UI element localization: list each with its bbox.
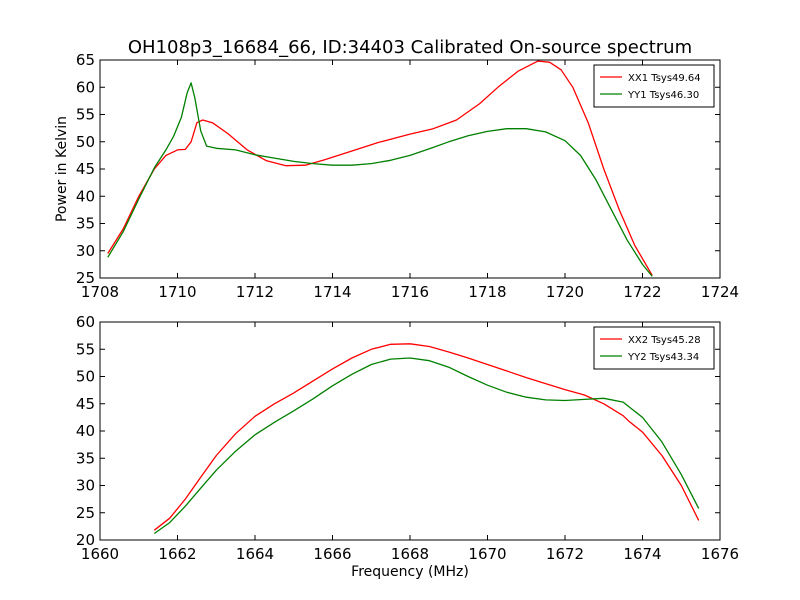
x-tick-label: 1710 xyxy=(158,283,196,301)
y-tick-label: 35 xyxy=(76,215,95,233)
y-tick-label: 60 xyxy=(76,313,95,331)
legend-label: XX1 Tsys49.64 xyxy=(628,73,701,84)
x-tick-label: 1664 xyxy=(236,545,274,563)
y-tick-label: 40 xyxy=(76,422,95,440)
legend-label: YY1 Tsys46.30 xyxy=(627,90,699,101)
x-tick-label: 1676 xyxy=(701,545,739,563)
x-tick-label: 1716 xyxy=(391,283,429,301)
y-tick-label: 60 xyxy=(76,78,95,96)
y-tick-label: 25 xyxy=(76,504,95,522)
x-tick-label: 1712 xyxy=(236,283,274,301)
legend: XX2 Tsys45.28 YY2 Tsys43.34 xyxy=(593,326,715,370)
legend-box xyxy=(593,64,715,108)
y-tick-label: 50 xyxy=(76,133,95,151)
x-tick-label: 1660 xyxy=(81,545,119,563)
x-tick-label: 1670 xyxy=(468,545,506,563)
y-tick-label: 55 xyxy=(76,106,95,124)
x-tick-label: 1668 xyxy=(391,545,429,563)
series-lines xyxy=(107,60,653,277)
bottom-panel: 1660 1662 1664 1666 1668 1670 1672 1674 1676 20 25… xyxy=(76,313,739,580)
series-lines xyxy=(153,343,700,535)
x-tick-label: 1666 xyxy=(313,545,351,563)
series-line-xx2 xyxy=(153,343,700,531)
y-tick-label: 45 xyxy=(76,395,95,413)
y-tick-label: 55 xyxy=(76,340,95,358)
x-tick-label: 1674 xyxy=(623,545,661,563)
x-tick-label: 1662 xyxy=(158,545,196,563)
legend-box xyxy=(593,326,715,370)
y-tick-label: 20 xyxy=(76,531,95,549)
legend: XX1 Tsys49.64 YY1 Tsys46.30 xyxy=(593,64,715,108)
x-tick-label: 1672 xyxy=(546,545,584,563)
series-line-yy2 xyxy=(153,357,700,535)
x-tick-label: 1714 xyxy=(313,283,351,301)
y-axis-label: Power in Kelvin xyxy=(54,116,70,222)
y-tick-label: 65 xyxy=(76,51,95,69)
y-tick-label: 25 xyxy=(76,269,95,287)
x-tick-label: 1718 xyxy=(468,283,506,301)
x-axis-label: Frequency (MHz) xyxy=(351,564,469,580)
x-tick-label: 1708 xyxy=(81,283,119,301)
figure-title: OH108p3_16684_66, ID:34403 Calibrated On… xyxy=(128,37,692,58)
legend-label: XX2 Tsys45.28 xyxy=(628,335,701,346)
y-tick-label: 40 xyxy=(76,187,95,205)
top-panel: 1708 1710 1712 1714 1716 1718 1720 1722 1724 25 30… xyxy=(54,51,739,301)
legend-label: YY2 Tsys43.34 xyxy=(627,352,699,363)
series-line-xx1 xyxy=(107,60,653,276)
y-tick-label: 30 xyxy=(76,477,95,495)
y-tick-label: 45 xyxy=(76,160,95,178)
x-tick-label: 1724 xyxy=(701,283,739,301)
x-tick-label: 1720 xyxy=(546,283,584,301)
y-tick-label: 35 xyxy=(76,449,95,467)
series-line-yy1 xyxy=(107,82,653,277)
y-tick-label: 50 xyxy=(76,368,95,386)
y-tick-label: 30 xyxy=(76,242,95,260)
x-tick-label: 1722 xyxy=(623,283,661,301)
